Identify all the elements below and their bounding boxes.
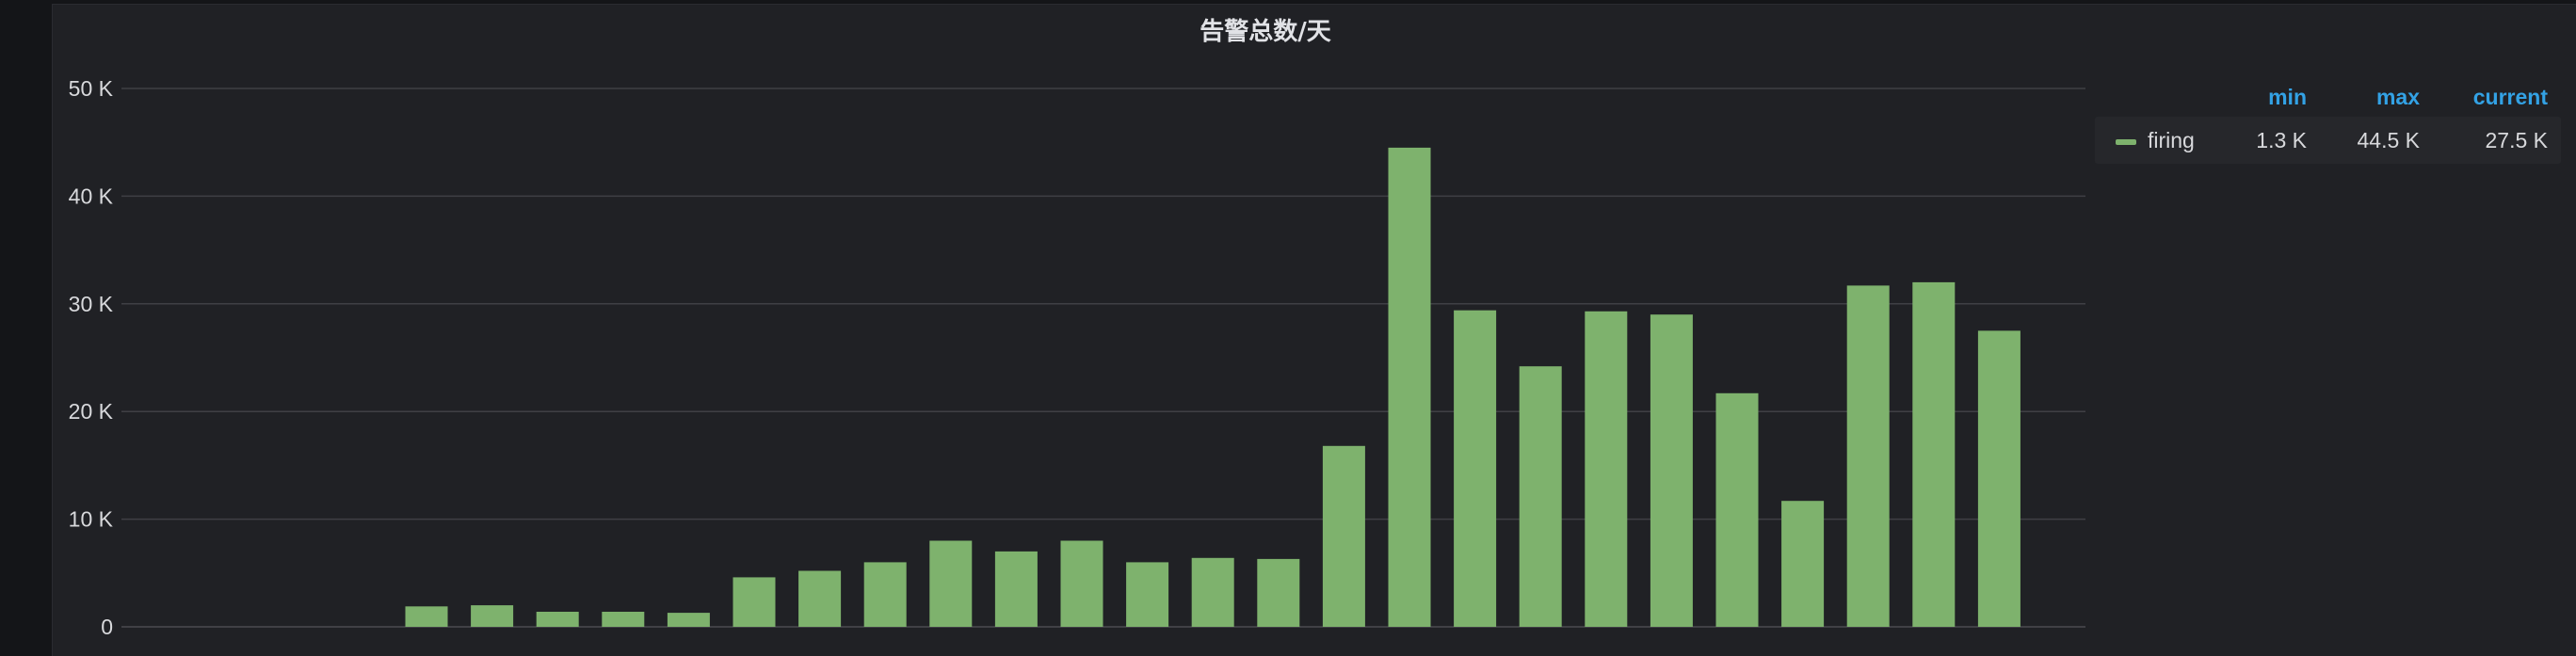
bar-19[interactable] — [1322, 445, 1365, 627]
bar-26[interactable] — [1781, 501, 1825, 627]
bar-6[interactable] — [471, 605, 514, 627]
bar-11[interactable] — [798, 570, 842, 628]
bar-5[interactable] — [405, 606, 448, 627]
legend-min-value: 1.3 K — [2256, 128, 2307, 152]
bar-9[interactable] — [667, 613, 710, 627]
bar-14[interactable] — [994, 551, 1038, 627]
y-tick-label: 10 K — [69, 507, 114, 532]
y-tick-label: 0 — [101, 615, 113, 639]
bar-20[interactable] — [1388, 147, 1431, 627]
panel-title[interactable]: 告警总数/天 — [1199, 18, 1331, 46]
legend-swatch — [2116, 139, 2136, 145]
bar-12[interactable] — [863, 562, 907, 627]
bar-24[interactable] — [1650, 314, 1693, 627]
legend-header-max[interactable]: max — [2375, 85, 2420, 109]
legend-series-name: firing — [2148, 128, 2195, 152]
legend-row-firing[interactable]: firing 1.3 K 44.5 K 27.5 K — [2095, 117, 2561, 164]
legend-header-current[interactable]: current — [2472, 85, 2548, 109]
bar-13[interactable] — [929, 540, 973, 628]
y-tick-label: 20 K — [69, 399, 114, 424]
bar-22[interactable] — [1519, 366, 1562, 627]
bar-18[interactable] — [1257, 558, 1300, 627]
bar-28[interactable] — [1912, 281, 1956, 627]
bars — [405, 147, 2021, 628]
y-tick-label: 30 K — [69, 292, 114, 316]
bar-23[interactable] — [1585, 311, 1628, 627]
bar-16[interactable] — [1126, 562, 1169, 627]
legend-max-value: 44.5 K — [2357, 128, 2421, 152]
legend-header: min max current — [2095, 83, 2561, 117]
bar-25[interactable] — [1715, 392, 1759, 627]
bar-27[interactable] — [1846, 285, 1890, 627]
chart-panel: 告警总数/天 — [52, 4, 2576, 656]
bar-29[interactable] — [1977, 330, 2021, 627]
bar-21[interactable] — [1454, 310, 1497, 627]
y-axis: 0 10 K 20 K 30 K 40 K 50 K — [69, 76, 114, 639]
y-tick-label: 40 K — [69, 184, 114, 208]
bar-10[interactable] — [733, 577, 776, 627]
legend-header-min[interactable]: min — [2268, 85, 2307, 109]
bar-17[interactable] — [1191, 557, 1234, 627]
legend-table: min max current firing 1.3 K 44.5 K 27.5… — [2095, 83, 2561, 164]
bar-7[interactable] — [536, 612, 579, 627]
bar-15[interactable] — [1060, 540, 1103, 628]
bar-8[interactable] — [602, 612, 645, 627]
legend-current-value: 27.5 K — [2485, 128, 2549, 152]
y-tick-label: 50 K — [69, 76, 114, 101]
